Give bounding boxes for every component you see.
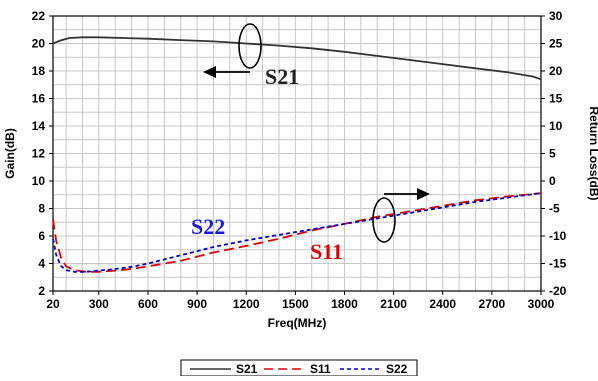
x-tick-label: 1800 [331, 297, 358, 311]
x-tick-label: 2700 [479, 297, 506, 311]
series-lines [52, 36, 542, 273]
legend-label-s11: S11 [310, 362, 331, 376]
series-line-s21 [52, 36, 542, 81]
s22-label: S22 [191, 214, 225, 239]
y-right-tick-label: 20 [549, 64, 563, 78]
y-right-tick-label: -15 [549, 257, 567, 271]
y-right-tick-label: -20 [549, 284, 567, 298]
x-tick-label: 1200 [233, 297, 260, 311]
s21-label: S21 [265, 64, 299, 89]
y-right-tick-label: 10 [549, 119, 563, 133]
series-line-s11 [52, 192, 542, 273]
y-left-tick-label: 18 [32, 64, 46, 78]
s21-ellipse [238, 23, 262, 69]
y-left-tick-label: 12 [32, 147, 46, 161]
x-tick-label: 1500 [282, 297, 309, 311]
y-right-axis-title: Return Loss(dB) [587, 107, 598, 201]
y-right-tick-label: -10 [549, 229, 567, 243]
legend-label-s21: S21 [236, 362, 258, 376]
y-right-tick-label: 30 [549, 9, 563, 23]
return-loss-ellipse [372, 197, 396, 243]
x-tick-label: 3000 [528, 297, 555, 311]
x-axis-title: Freq(MHz) [268, 316, 327, 330]
return-loss-arrow-head [417, 188, 430, 200]
y-right-tick-label: 5 [549, 147, 556, 161]
y-left-tick-label: 4 [38, 257, 45, 271]
y-left-tick-label: 2 [38, 284, 45, 298]
y-right-tick-label: 0 [549, 174, 556, 188]
x-tick-label: 2100 [380, 297, 407, 311]
y-left-tick-label: 14 [32, 119, 46, 133]
return-loss-annotation: S22 S11 [191, 188, 430, 264]
y-left-axis-title: Gain(dB) [3, 128, 17, 179]
y-right-tick-label: -5 [549, 202, 560, 216]
s21-annotation: S21 [203, 23, 299, 89]
y-left-tick-label: 22 [32, 9, 46, 23]
y-left-tick-label: 6 [38, 229, 45, 243]
x-tick-label: 600 [138, 297, 158, 311]
grid [53, 16, 541, 291]
y-left-tick-label: 16 [32, 92, 46, 106]
legend-label-s22: S22 [386, 362, 408, 376]
y-left-tick-label: 20 [32, 37, 46, 51]
s21-arrow-head [203, 66, 216, 78]
s11-label: S11 [310, 239, 343, 264]
x-tick-label: 20 [46, 297, 60, 311]
series-line-s22 [52, 192, 542, 273]
x-tick-label: 900 [187, 297, 207, 311]
y-left-tick-label: 8 [38, 202, 45, 216]
y-right-tick-label: 15 [549, 92, 563, 106]
legend-box [180, 359, 418, 377]
tick-labels: 20 300 600 900 1200 1500 1800 2100 2400 2700 30002… [32, 9, 567, 311]
y-left-tick-label: 10 [32, 174, 46, 188]
x-tick-label: 2400 [429, 297, 456, 311]
y-right-tick-label: 25 [549, 37, 563, 51]
x-tick-label: 300 [89, 297, 109, 311]
legend: S21 S11 S22 [180, 359, 418, 377]
